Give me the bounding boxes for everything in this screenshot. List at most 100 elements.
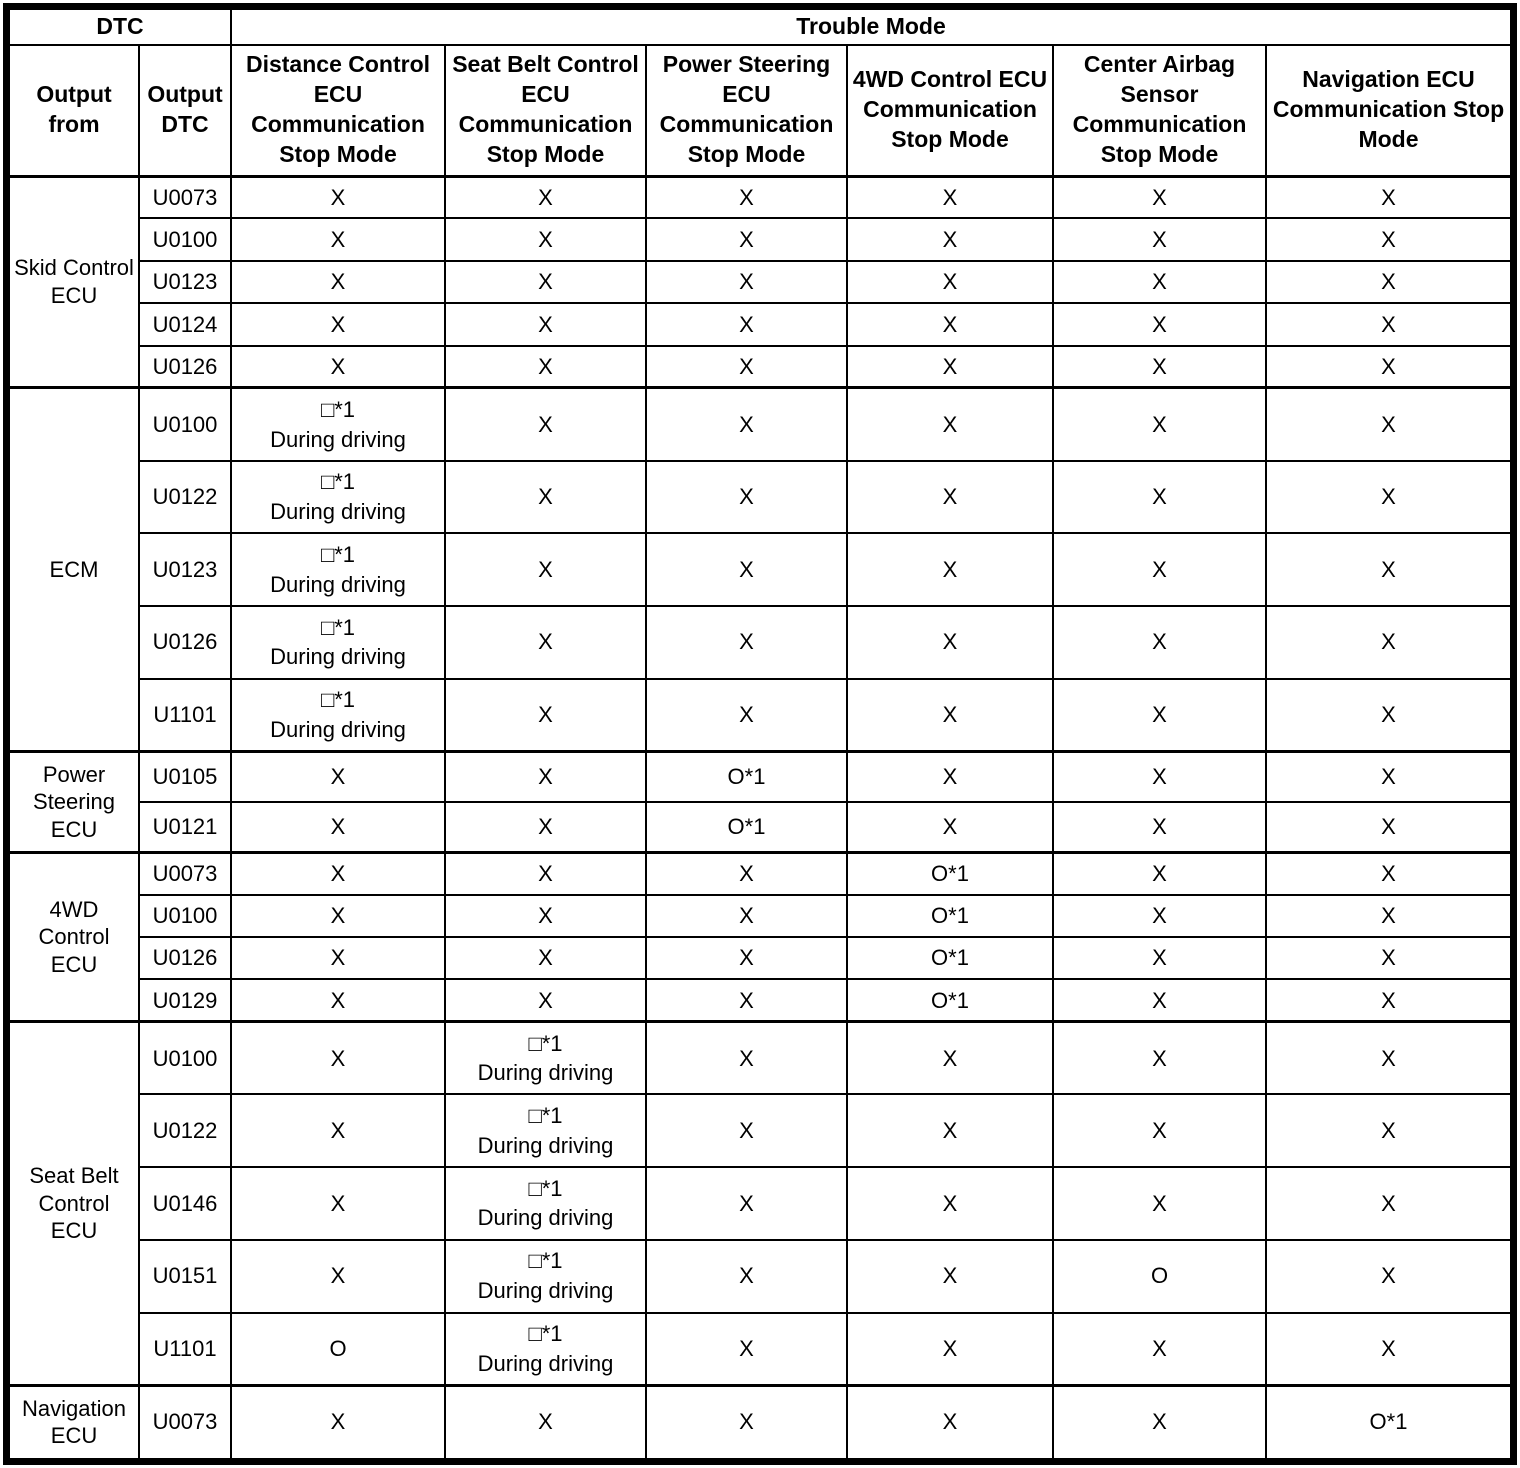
mode-column-header-distance-control: Distance Control ECU Communication Stop … bbox=[230, 44, 446, 178]
output-dtc-cell: U0100 bbox=[138, 1020, 232, 1096]
trouble-mode-cell: X bbox=[645, 1166, 848, 1241]
trouble-mode-cell: X bbox=[645, 344, 848, 389]
trouble-mode-cell: X bbox=[645, 1311, 848, 1387]
output-dtc-cell: U0100 bbox=[138, 893, 232, 939]
trouble-mode-cell: X bbox=[1052, 459, 1267, 535]
trouble-mode-cell: X bbox=[444, 800, 647, 854]
trouble-mode-cell: X bbox=[444, 677, 647, 753]
trouble-mode-cell: X bbox=[1265, 604, 1512, 680]
table-row: Seat Belt Control ECU U0100 X □*1 During dr… bbox=[8, 1020, 1512, 1387]
trouble-mode-cell: X bbox=[230, 344, 446, 389]
output-dtc-cell: U0126 bbox=[138, 604, 232, 680]
trouble-mode-cell: X bbox=[846, 344, 1054, 389]
output-from-cell: Skid Control ECU bbox=[8, 174, 140, 389]
trouble-mode-cell: X bbox=[1052, 386, 1267, 462]
trouble-mode-cell: X bbox=[1265, 344, 1512, 389]
trouble-mode-cell: X bbox=[1265, 302, 1512, 347]
trouble-mode-cell: X bbox=[230, 174, 446, 220]
trouble-mode-cell: X bbox=[645, 532, 848, 607]
trouble-mode-cell: O*1 bbox=[846, 936, 1054, 981]
table-row: U1101 O □*1 During driving X X X X bbox=[9, 1311, 1512, 1387]
output-from-cell: ECM bbox=[8, 386, 140, 753]
trouble-mode-cell: X bbox=[645, 1383, 848, 1460]
trouble-mode-cell: X bbox=[846, 217, 1054, 262]
trouble-mode-cell: X bbox=[1265, 1020, 1512, 1096]
trouble-mode-cell: X bbox=[444, 850, 647, 896]
trouble-mode-cell: X bbox=[230, 1020, 446, 1096]
output-dtc-cell: U0073 bbox=[138, 1383, 232, 1460]
trouble-mode-cell: X bbox=[645, 978, 848, 1023]
trouble-mode-cell: X bbox=[230, 800, 446, 854]
trouble-mode-cell: X bbox=[444, 217, 647, 262]
trouble-mode-cell: O*1 bbox=[1265, 1383, 1512, 1460]
output-from-cell: Power Steering ECU bbox=[8, 749, 140, 854]
trouble-mode-cell: O*1 bbox=[846, 893, 1054, 939]
trouble-mode-cell: X bbox=[846, 386, 1054, 462]
mode-column-header-navigation: Navigation ECU Communication Stop Mode bbox=[1265, 44, 1512, 178]
output-from-header-cell: Output from bbox=[8, 44, 140, 178]
trouble-mode-cell: X bbox=[1265, 1166, 1512, 1241]
trouble-mode-cell: X bbox=[230, 1093, 446, 1169]
output-from-cell: 4WD Control ECU bbox=[8, 850, 140, 1023]
trouble-mode-cell: X bbox=[1265, 800, 1512, 854]
trouble-mode-cell: X bbox=[1052, 174, 1267, 220]
trouble-mode-cell: X bbox=[444, 302, 647, 347]
trouble-mode-cell: □*1 During driving bbox=[444, 1166, 647, 1241]
table-row: U0124 X X X X X X bbox=[9, 302, 1512, 347]
table-header-row-columns: Output from Output DTC Distance Control … bbox=[8, 44, 1512, 178]
trouble-mode-cell: X bbox=[846, 1238, 1054, 1314]
trouble-mode-cell: X bbox=[444, 532, 647, 607]
trouble-mode-cell: X bbox=[1052, 1383, 1267, 1460]
trouble-mode-cell: □*1 During driving bbox=[230, 604, 446, 680]
trouble-mode-cell: X bbox=[645, 386, 848, 462]
dtc-trouble-mode-table: DTC Trouble Mode Output from Output DTC … bbox=[8, 8, 1512, 1460]
trouble-mode-cell: X bbox=[645, 850, 848, 896]
trouble-mode-cell: X bbox=[645, 459, 848, 535]
trouble-mode-cell: □*1 During driving bbox=[444, 1020, 647, 1096]
trouble-mode-cell: X bbox=[1265, 677, 1512, 753]
trouble-mode-cell: X bbox=[1052, 749, 1267, 803]
trouble-mode-cell: X bbox=[846, 302, 1054, 347]
table-header-row-top: DTC Trouble Mode bbox=[8, 8, 1512, 46]
trouble-mode-cell: X bbox=[1265, 459, 1512, 535]
trouble-mode-cell: X bbox=[1052, 1020, 1267, 1096]
output-dtc-cell: U0126 bbox=[138, 344, 232, 389]
trouble-mode-header-cell: Trouble Mode bbox=[230, 8, 1512, 46]
trouble-mode-cell: O*1 bbox=[645, 749, 848, 803]
trouble-mode-cell: X bbox=[846, 1311, 1054, 1387]
trouble-mode-cell: X bbox=[846, 1166, 1054, 1241]
trouble-mode-cell: X bbox=[230, 1238, 446, 1314]
trouble-mode-cell: X bbox=[230, 850, 446, 896]
trouble-mode-cell: X bbox=[846, 749, 1054, 803]
mode-column-header-4wd-control: 4WD Control ECU Communication Stop Mode bbox=[846, 44, 1054, 178]
table-row: U0151 X □*1 During driving X X O X bbox=[9, 1238, 1512, 1314]
trouble-mode-cell: X bbox=[645, 174, 848, 220]
trouble-mode-cell: X bbox=[444, 344, 647, 389]
trouble-mode-cell: X bbox=[444, 459, 647, 535]
dtc-table-frame: DTC Trouble Mode Output from Output DTC … bbox=[3, 3, 1517, 1465]
output-dtc-cell: U0146 bbox=[138, 1166, 232, 1241]
trouble-mode-cell: X bbox=[444, 1383, 647, 1460]
table-row: U0123 □*1 During driving X X X X X bbox=[9, 532, 1512, 607]
trouble-mode-cell: X bbox=[444, 749, 647, 803]
trouble-mode-cell: X bbox=[1052, 800, 1267, 854]
trouble-mode-cell: X bbox=[846, 1020, 1054, 1096]
table-row: U0100 X X X X X X bbox=[9, 217, 1512, 262]
trouble-mode-cell: X bbox=[645, 1238, 848, 1314]
trouble-mode-cell: O bbox=[1052, 1238, 1267, 1314]
output-dtc-cell: U0121 bbox=[138, 800, 232, 854]
trouble-mode-cell: X bbox=[1265, 749, 1512, 803]
table-row: Power Steering ECU U0105 X X O*1 X X X bbox=[8, 749, 1512, 854]
output-dtc-cell: U0100 bbox=[138, 217, 232, 262]
trouble-mode-cell: X bbox=[1265, 532, 1512, 607]
trouble-mode-cell: X bbox=[1052, 893, 1267, 939]
trouble-mode-cell: X bbox=[645, 1093, 848, 1169]
output-dtc-cell: U0151 bbox=[138, 1238, 232, 1314]
trouble-mode-cell: X bbox=[1052, 936, 1267, 981]
table-row: U0129 X X X O*1 X X bbox=[9, 978, 1512, 1023]
trouble-mode-cell: X bbox=[645, 893, 848, 939]
trouble-mode-cell: X bbox=[1052, 1093, 1267, 1169]
trouble-mode-cell: X bbox=[1265, 174, 1512, 220]
trouble-mode-cell: X bbox=[1052, 259, 1267, 305]
